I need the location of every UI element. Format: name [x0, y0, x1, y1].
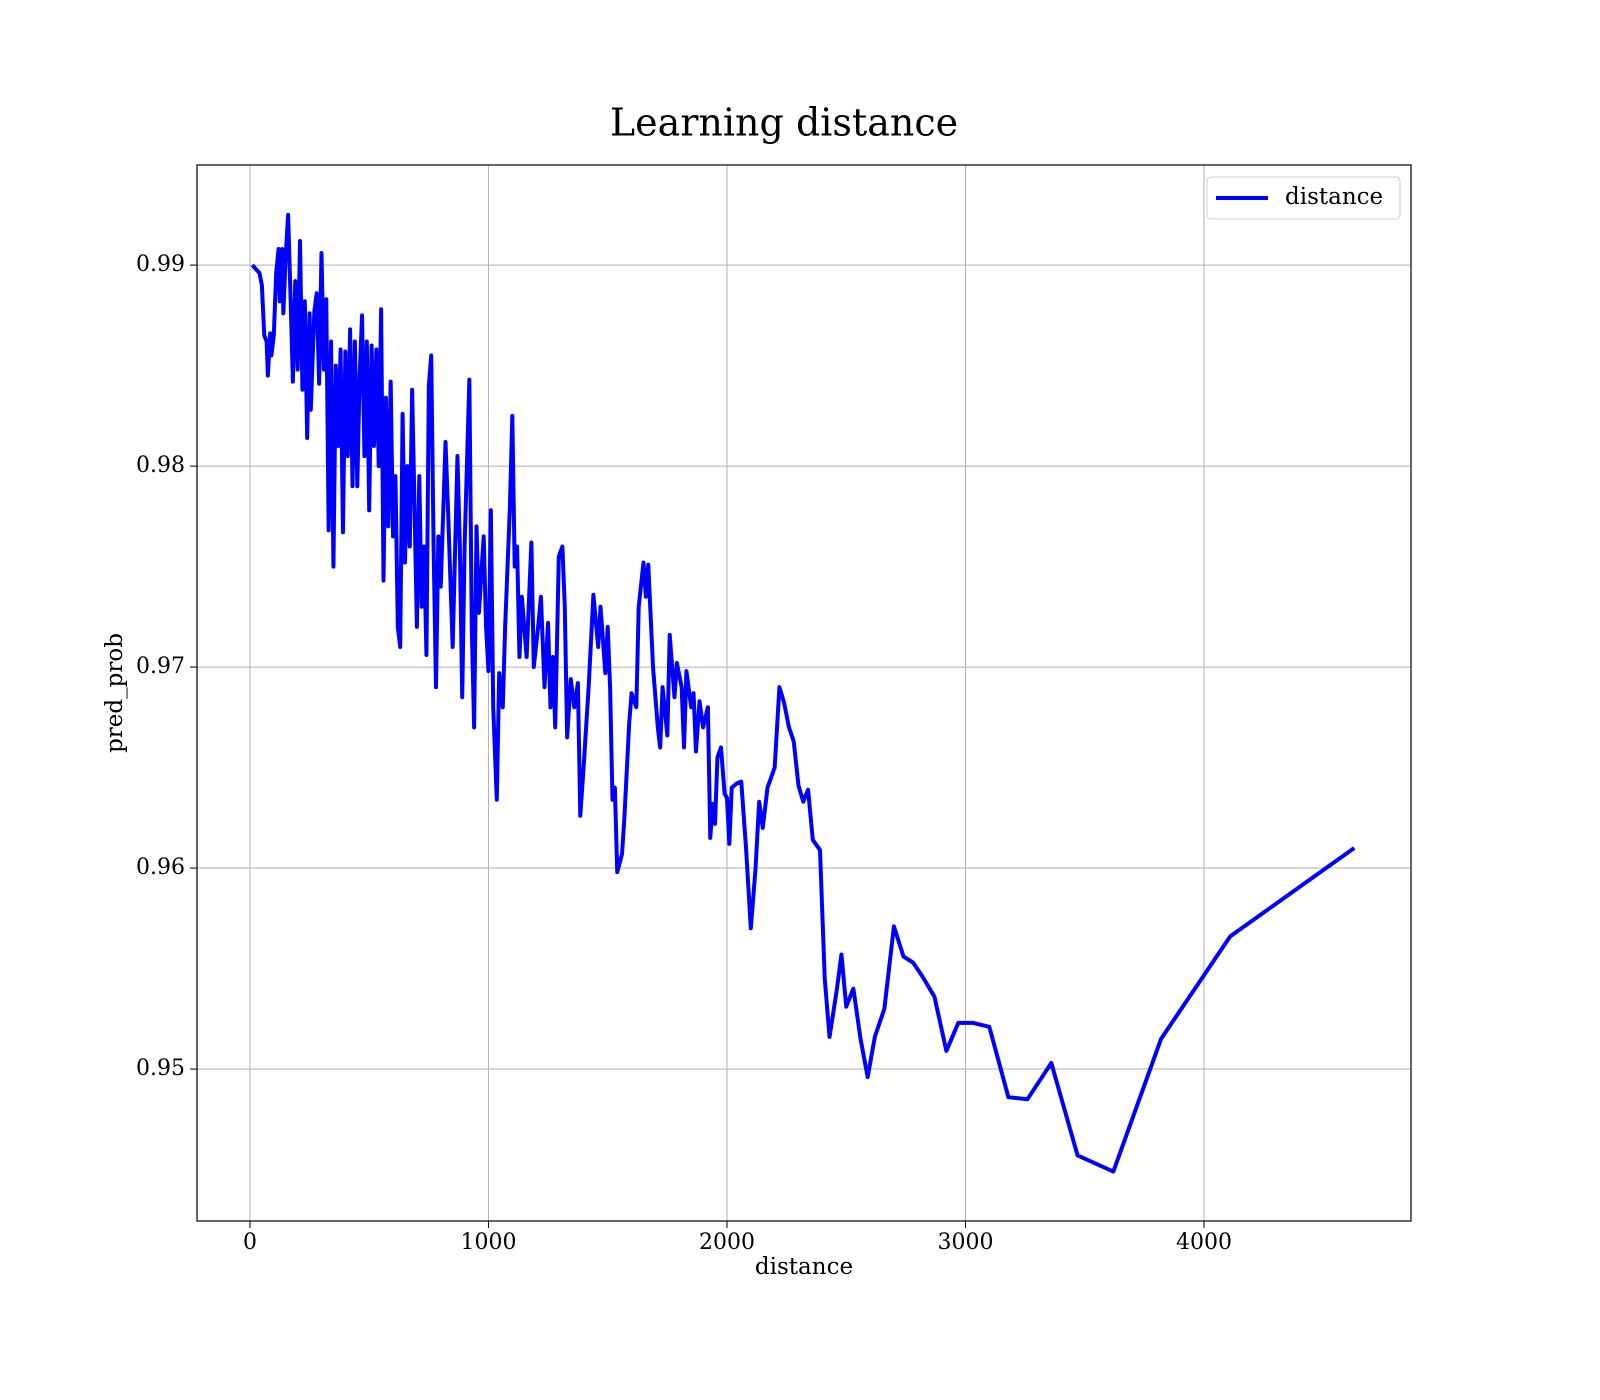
legend-label: distance: [1285, 184, 1383, 210]
x-tick-label: 4000: [1176, 1230, 1232, 1255]
x-tick-label: 2000: [699, 1230, 755, 1255]
y-tick-label: 0.98: [136, 453, 185, 478]
chart-title: Learning distance: [610, 101, 958, 145]
legend-frame: [1206, 176, 1401, 220]
y-tick-label: 0.95: [136, 1056, 185, 1081]
x-tick-label: 1000: [460, 1230, 516, 1255]
x-axis-label: distance: [755, 1254, 853, 1280]
data-line: [250, 212, 1356, 1174]
y-tick-label: 0.99: [136, 252, 185, 277]
y-tick-label: 0.96: [136, 855, 185, 880]
x-tick-label: 3000: [937, 1230, 993, 1255]
plot-frame: [196, 164, 1412, 1222]
y-tick-label: 0.97: [136, 654, 185, 679]
x-tick-label: 0: [243, 1230, 257, 1255]
legend: distance: [1206, 176, 1401, 220]
y-axis-label: pred_prob: [102, 633, 128, 753]
